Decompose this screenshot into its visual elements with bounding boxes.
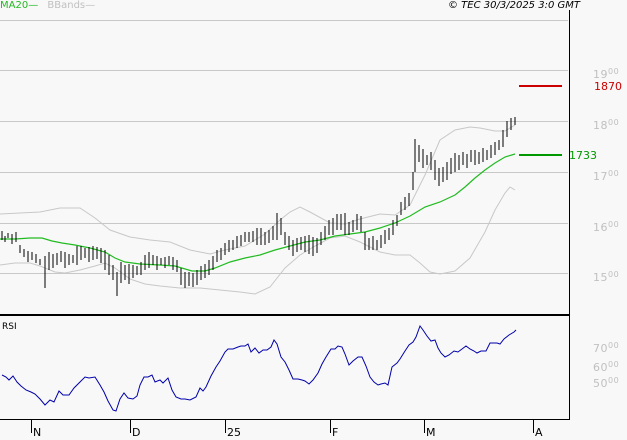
rsi-line	[1, 324, 517, 412]
x-label-dec: D	[132, 426, 141, 439]
legend-bbands: BBands	[47, 0, 86, 11]
rsi-tick-60: 6000	[593, 360, 620, 374]
ma-level-label: 1733	[569, 149, 597, 162]
copyright-timestamp: © TEC 30/3/2025 3:0 GMT	[448, 0, 580, 11]
price-bars	[1, 117, 516, 296]
legend: MA20— BBands—	[0, 0, 95, 12]
y-tick-1900: 1900	[593, 67, 620, 81]
y-tick-1600: 1600	[593, 220, 620, 234]
ma20-line	[0, 153, 516, 272]
legend-ma20: MA20	[0, 0, 29, 11]
x-label-nov: N	[33, 426, 42, 439]
x-axis-ticks	[31, 420, 534, 433]
resistance-level-label: 1870	[594, 80, 622, 93]
rsi-title: RSI	[2, 322, 17, 332]
x-label-feb: F	[332, 426, 339, 439]
legend-bbands-swatch: —	[85, 0, 96, 11]
x-label-mar: M	[426, 426, 436, 439]
y-tick-1700: 1700	[593, 169, 620, 183]
y-tick-1500: 1500	[593, 270, 620, 284]
bollinger-bands	[0, 124, 516, 295]
rsi-tick-50: 5000	[593, 376, 620, 390]
y-tick-1800: 1800	[593, 118, 620, 132]
x-label-2025: 25	[227, 426, 241, 439]
legend-ma20-swatch: —	[28, 0, 39, 11]
rsi-tick-70: 7000	[593, 341, 620, 355]
x-label-apr: A	[535, 426, 543, 439]
gridlines	[0, 20, 568, 274]
